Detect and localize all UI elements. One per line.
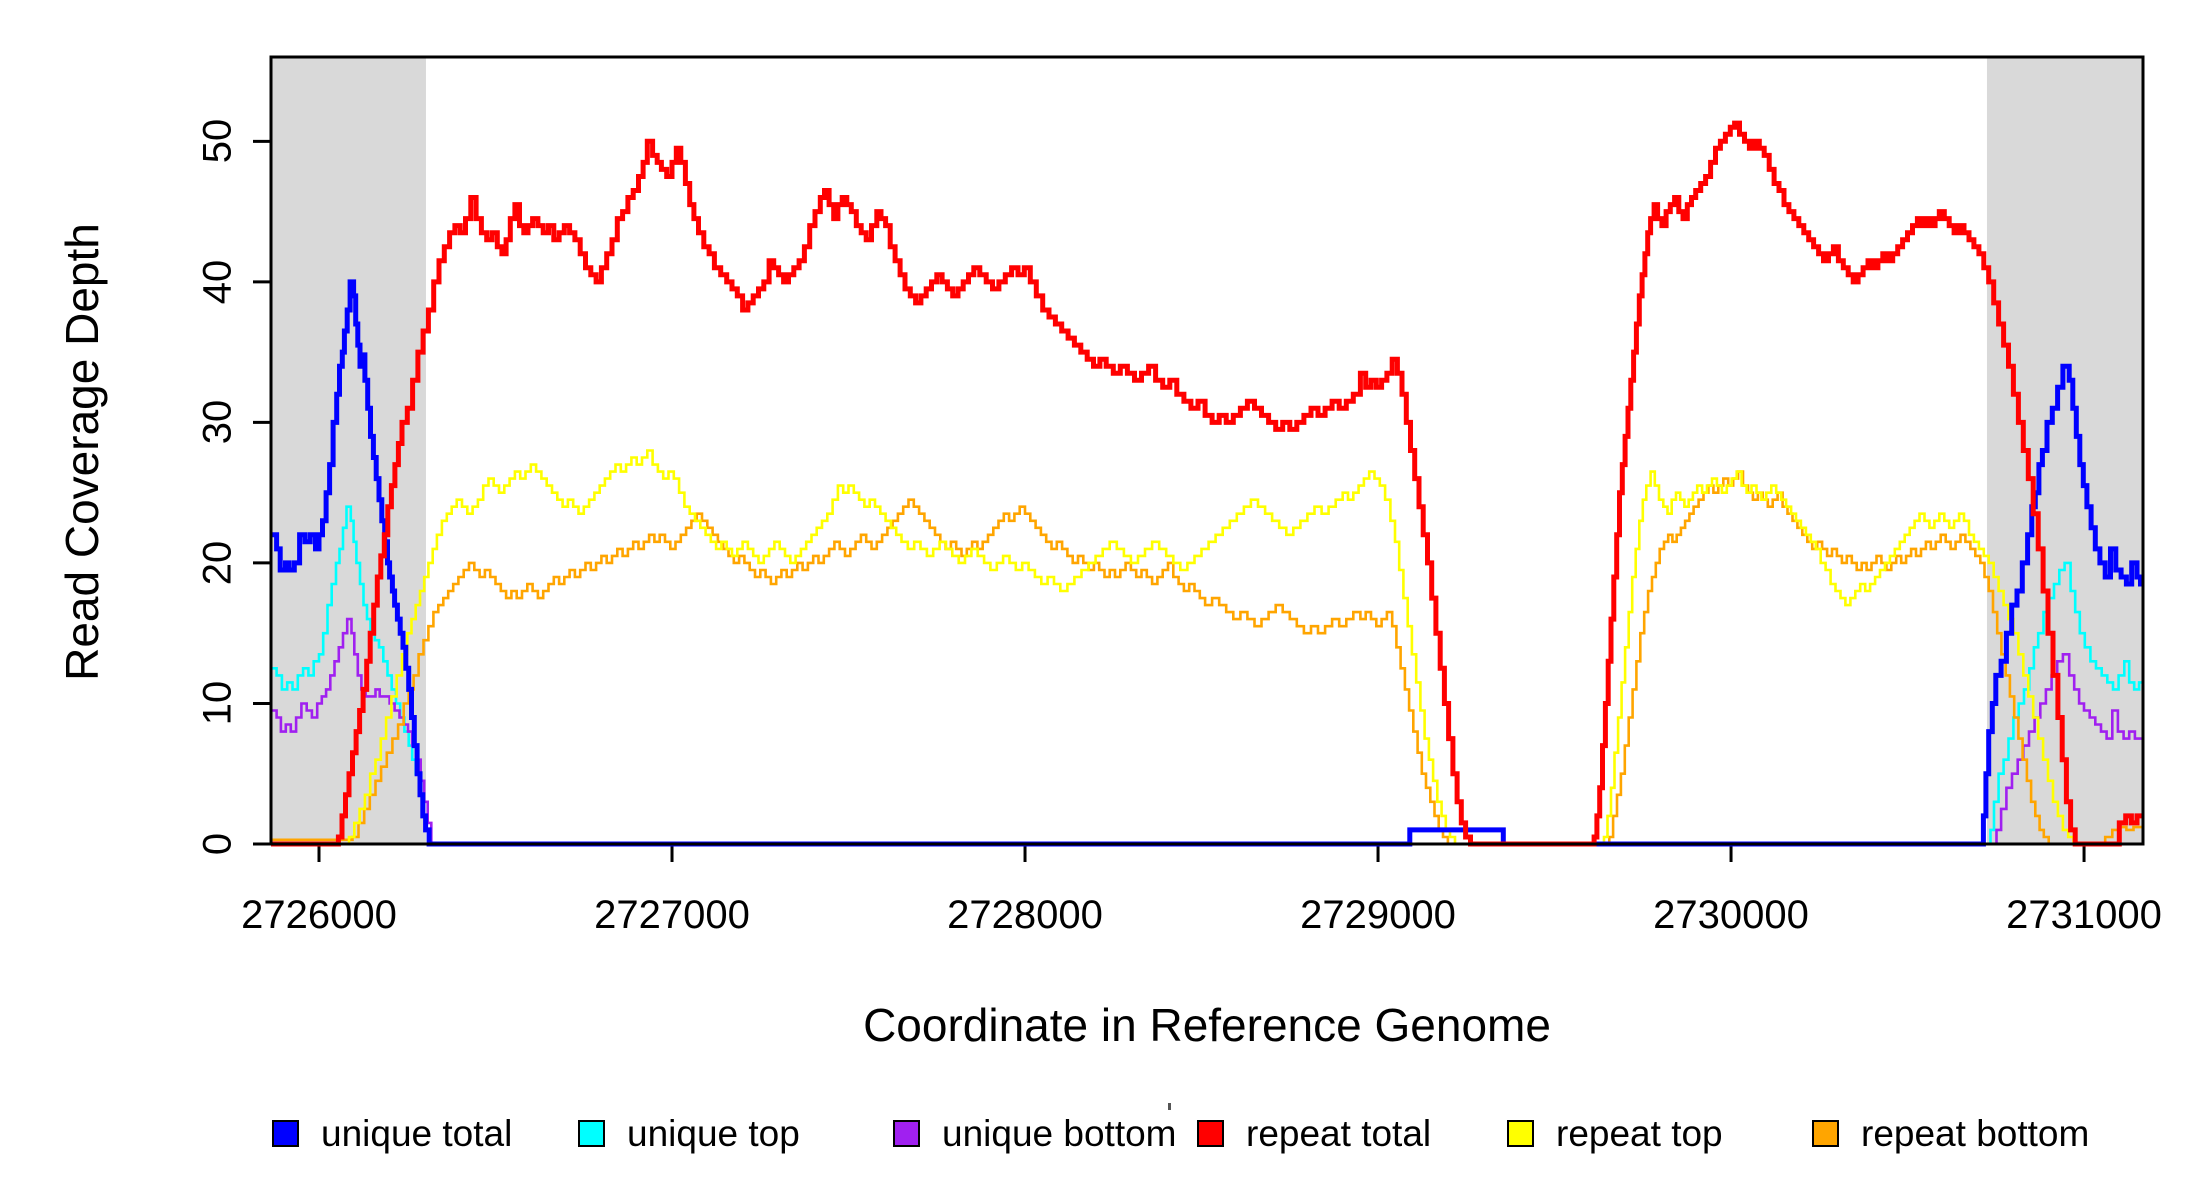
legend-swatch-unique-top bbox=[578, 1120, 605, 1147]
series-line-unique-top bbox=[271, 505, 2143, 846]
series-line-repeat-top bbox=[271, 449, 2143, 846]
stray-mark bbox=[1168, 1103, 1171, 1110]
y-tick-label: 30 bbox=[195, 400, 240, 445]
plot-frame bbox=[269, 55, 2145, 846]
x-axis-title: Coordinate in Reference Genome bbox=[863, 999, 1551, 1051]
legend-label-repeat-top: repeat top bbox=[1556, 1112, 1723, 1154]
series-line-unique-bottom bbox=[271, 617, 2143, 846]
x-tick-label: 2730000 bbox=[1653, 893, 1809, 937]
legend-label-repeat-total: repeat total bbox=[1246, 1112, 1432, 1154]
legend-swatch-unique-total bbox=[272, 1120, 299, 1147]
y-tick-label: 0 bbox=[195, 832, 240, 856]
legend-label-repeat-bottom: repeat bottom bbox=[1861, 1112, 2090, 1154]
y-tick-label: 10 bbox=[195, 681, 240, 726]
x-tick-label: 2726000 bbox=[241, 893, 397, 937]
legend-label-unique-bottom: unique bottom bbox=[942, 1112, 1177, 1154]
shaded-region-right bbox=[1986, 57, 2143, 844]
legend-swatch-repeat-bottom bbox=[1812, 1120, 1839, 1147]
y-tick-label: 40 bbox=[195, 259, 240, 305]
x-tick-label: 2728000 bbox=[947, 893, 1103, 937]
series-line-unique-total bbox=[271, 279, 2143, 847]
series-line-repeat-total bbox=[271, 120, 2143, 847]
x-tick-label: 2729000 bbox=[1300, 893, 1456, 937]
legend-swatch-unique-bottom bbox=[893, 1120, 920, 1147]
legend-label-unique-top: unique top bbox=[627, 1112, 800, 1154]
y-tick-label: 20 bbox=[195, 540, 240, 586]
y-axis-title: Read Coverage Depth bbox=[56, 223, 108, 681]
x-tick-label: 2727000 bbox=[594, 893, 750, 937]
shaded-region-left bbox=[271, 57, 426, 844]
legend-swatch-repeat-total bbox=[1197, 1120, 1224, 1147]
legend-label-unique-total: unique total bbox=[321, 1112, 513, 1154]
y-tick-label: 50 bbox=[195, 119, 240, 164]
series-line-repeat-bottom bbox=[271, 470, 2143, 846]
x-tick-label: 2731000 bbox=[2006, 893, 2162, 937]
legend-swatch-repeat-top bbox=[1507, 1120, 1534, 1147]
